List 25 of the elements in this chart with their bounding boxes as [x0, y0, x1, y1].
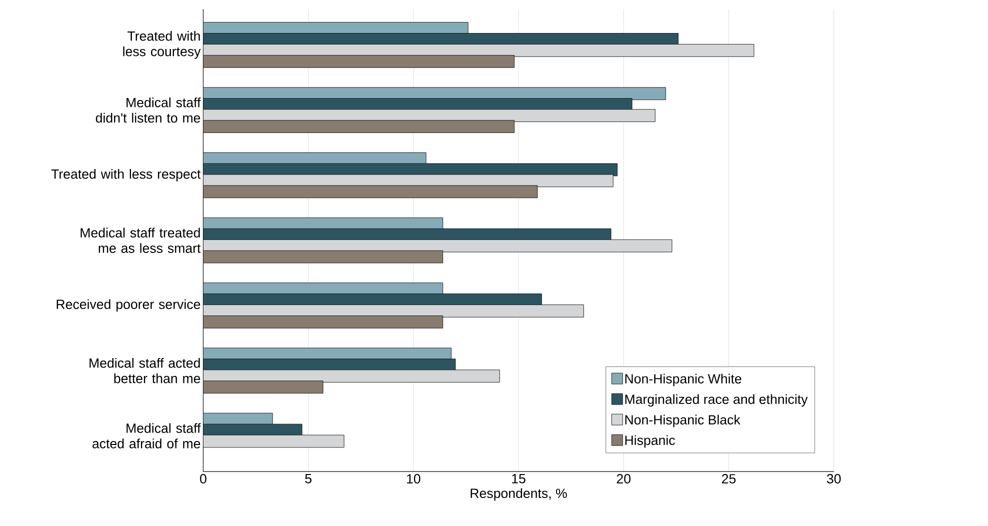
y-tick-label: Treated with less courtesy — [123, 30, 201, 59]
bar — [203, 315, 444, 328]
y-tick-label: Medical staff acted afraid of me — [92, 423, 201, 448]
y-tick-label: Received poorer service — [56, 299, 200, 312]
bar — [203, 380, 324, 394]
bar — [203, 185, 538, 198]
x-tick-label: 5 — [305, 474, 312, 484]
x-tick-label: 15 — [512, 474, 526, 484]
x-tick-label: 20 — [616, 474, 631, 484]
bar — [203, 250, 444, 264]
x-tick-label: 30 — [826, 474, 841, 484]
x-tick-label: 10 — [407, 474, 420, 484]
x-tick-label: 0 — [200, 474, 206, 484]
bar — [203, 120, 515, 133]
legend-label: Non-Hispanic Black — [625, 414, 740, 428]
y-tick-label: Medical staff acted better than me — [90, 358, 200, 384]
legend-label: Non-Hispanic White — [625, 374, 742, 386]
y-tick-label: Medical staff didn't listen to me — [96, 97, 201, 123]
legend-label: Marginalized race and ethnicity — [625, 394, 808, 407]
legend-label: Hispanic — [625, 435, 675, 448]
bar — [203, 54, 515, 68]
y-tick-label: Treated with less respect — [51, 168, 201, 182]
x-axis-title: Respondents, % — [470, 488, 567, 501]
x-tick-label: 25 — [722, 474, 736, 484]
y-tick-label: Medical staff treated me as less smart — [80, 228, 201, 253]
